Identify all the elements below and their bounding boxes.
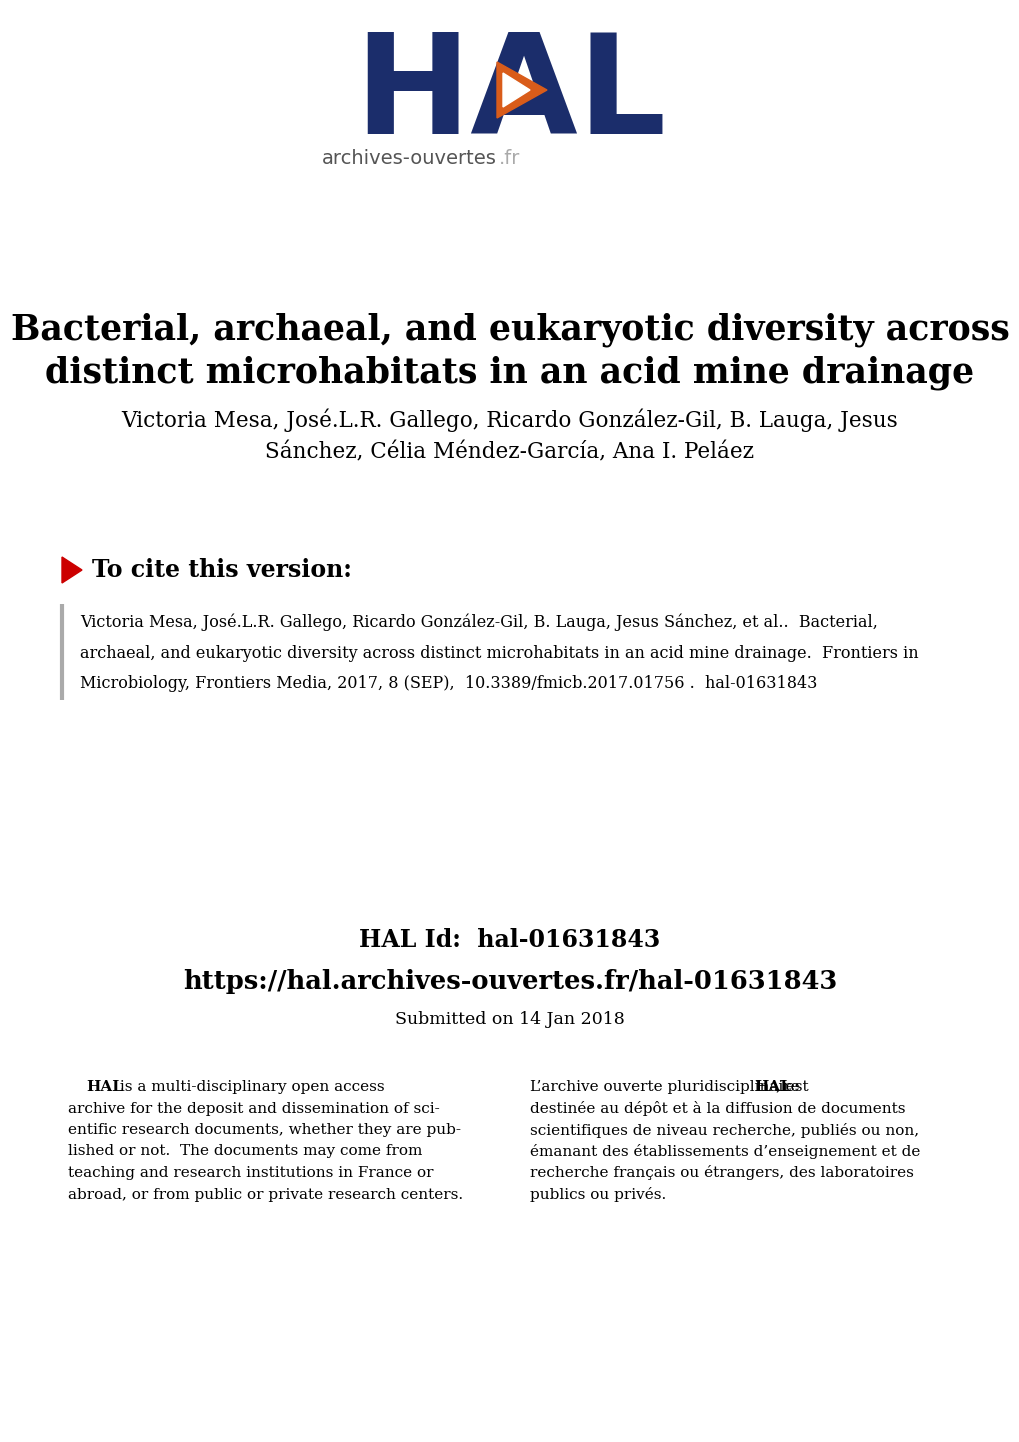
Text: Victoria Mesa, José.L.R. Gallego, Ricardo González-Gil, B. Lauga, Jesus: Victoria Mesa, José.L.R. Gallego, Ricard…	[121, 408, 898, 431]
Text: L’archive ouverte pluridisciplinaire: L’archive ouverte pluridisciplinaire	[530, 1080, 804, 1094]
Polygon shape	[62, 557, 82, 583]
Polygon shape	[496, 62, 546, 118]
Text: is a multi-disciplinary open access: is a multi-disciplinary open access	[115, 1080, 384, 1094]
Text: destinée au dépôt et à la diffusion de documents: destinée au dépôt et à la diffusion de d…	[530, 1102, 905, 1116]
Text: Microbiology, Frontiers Media, 2017, 8 (SEP),  10.3389/fmicb.2017.01756 .  hal-0: Microbiology, Frontiers Media, 2017, 8 (…	[79, 675, 816, 692]
Text: HAL: HAL	[354, 27, 665, 163]
Text: archives-ouvertes: archives-ouvertes	[322, 149, 496, 167]
Text: , est: , est	[775, 1080, 808, 1094]
Text: émanant des établissements d’enseignement et de: émanant des établissements d’enseignemen…	[530, 1144, 919, 1159]
Polygon shape	[502, 74, 530, 107]
Text: recherche français ou étrangers, des laboratoires: recherche français ou étrangers, des lab…	[530, 1165, 913, 1181]
Text: .fr: .fr	[498, 149, 520, 167]
Text: abroad, or from public or private research centers.: abroad, or from public or private resear…	[68, 1188, 463, 1201]
Text: Bacterial, archaeal, and eukaryotic diversity across: Bacterial, archaeal, and eukaryotic dive…	[10, 313, 1009, 348]
Text: HAL: HAL	[86, 1080, 123, 1094]
Text: Submitted on 14 Jan 2018: Submitted on 14 Jan 2018	[394, 1011, 625, 1028]
Text: lished or not.  The documents may come from: lished or not. The documents may come fr…	[68, 1145, 422, 1158]
Text: publics ou privés.: publics ou privés.	[530, 1187, 665, 1203]
Text: distinct microhabitats in an acid mine drainage: distinct microhabitats in an acid mine d…	[46, 356, 973, 391]
Text: teaching and research institutions in France or: teaching and research institutions in Fr…	[68, 1167, 433, 1180]
Text: scientifiques de niveau recherche, publiés ou non,: scientifiques de niveau recherche, publi…	[530, 1122, 918, 1138]
Text: entific research documents, whether they are pub-: entific research documents, whether they…	[68, 1123, 461, 1136]
Text: Sánchez, Célia Méndez-García, Ana I. Peláez: Sánchez, Célia Méndez-García, Ana I. Pel…	[265, 441, 754, 463]
Text: HAL Id:  hal-01631843: HAL Id: hal-01631843	[359, 929, 660, 952]
Text: archaeal, and eukaryotic diversity across distinct microhabitats in an acid mine: archaeal, and eukaryotic diversity acros…	[79, 645, 918, 662]
Text: Victoria Mesa, José.L.R. Gallego, Ricardo González-Gil, B. Lauga, Jesus Sánchez,: Victoria Mesa, José.L.R. Gallego, Ricard…	[79, 613, 877, 630]
Text: To cite this version:: To cite this version:	[92, 558, 352, 583]
Text: HAL: HAL	[753, 1080, 790, 1094]
Text: https://hal.archives-ouvertes.fr/hal-01631843: https://hal.archives-ouvertes.fr/hal-016…	[182, 969, 837, 995]
Text: archive for the deposit and dissemination of sci-: archive for the deposit and disseminatio…	[68, 1102, 439, 1116]
